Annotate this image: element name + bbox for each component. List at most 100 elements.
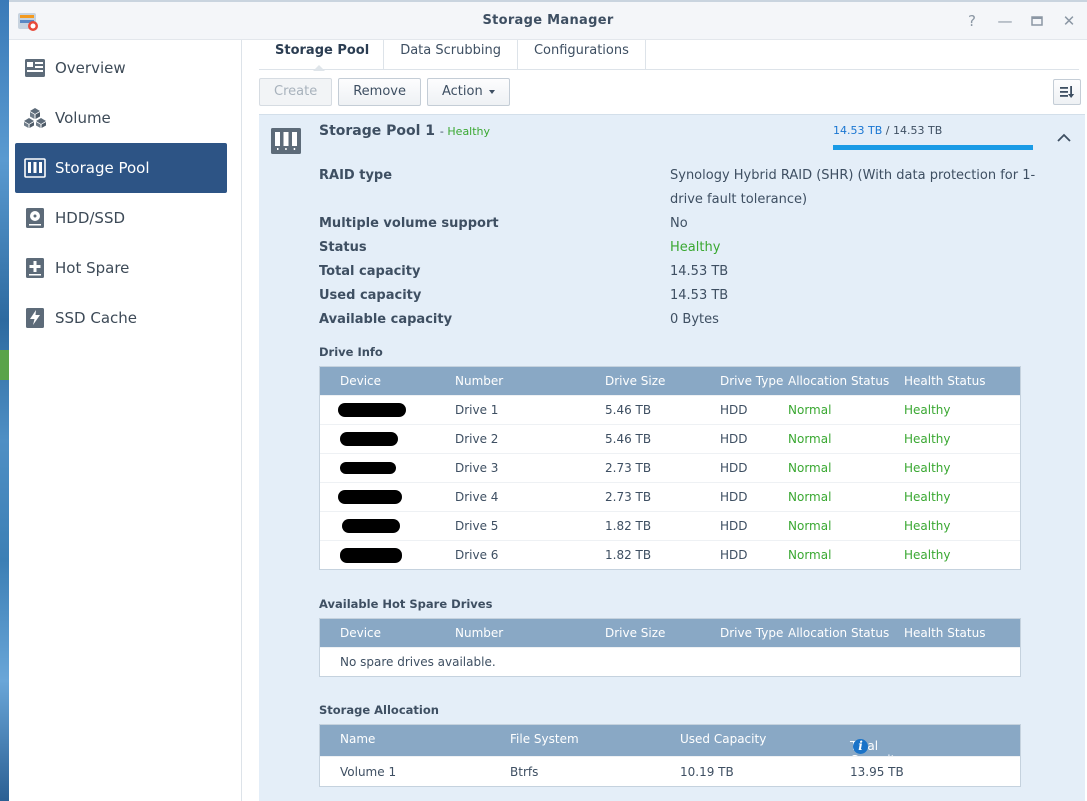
status-value: Healthy [670,240,721,255]
tab-data-scrubbing[interactable]: Data Scrubbing [384,40,518,70]
status-label: Status [319,240,367,255]
column-header[interactable]: Name [340,732,376,746]
drive-info-table: Device Number Drive Size Drive Type Allo… [319,366,1021,570]
help-icon[interactable]: ? [968,12,976,30]
table-row[interactable]: Drive 6 1.82 TB HDD Normal Healthy [320,540,1020,569]
allocation-status: Normal [788,403,832,417]
redacted-device [338,490,402,504]
drive-type: HDD [720,548,748,562]
column-header[interactable]: Used Capacity [680,732,767,746]
sidebar-item-hdd-ssd[interactable]: HDD/SSD [15,193,227,243]
sidebar: Overview Volume Storage Pool HDD/SSD Hot… [9,40,242,801]
sidebar-item-label: HDD/SSD [55,209,126,227]
allocation-status: Normal [788,490,832,504]
storage-manager-window: Storage Manager ? — ✕ Overview Volume St… [9,0,1087,801]
column-header[interactable]: Drive Type [720,374,784,388]
used-capacity-value: 14.53 TB [670,288,729,303]
drive-number: Drive 5 [455,519,499,533]
total-capacity-value: 14.53 TB [670,264,729,279]
table-header: Device Number Drive Size Drive Type Allo… [320,619,1020,647]
health-status: Healthy [904,432,951,446]
info-icon[interactable]: i [853,739,868,754]
table-row[interactable]: Drive 2 5.46 TB HDD Normal Healthy [320,424,1020,453]
raid-type-line1: Synology Hybrid RAID (SHR) (With data pr… [670,168,1036,183]
tab-bar: Storage Pool Data Scrubbing Configuratio… [259,40,646,71]
action-button[interactable]: Action [426,78,510,106]
table-row[interactable]: Drive 5 1.82 TB HDD Normal Healthy [320,511,1020,540]
table-row[interactable]: Drive 1 5.46 TB HDD Normal Healthy [320,395,1020,424]
close-icon[interactable]: ✕ [1062,12,1076,30]
pool-status-badge: Healthy [447,125,491,138]
used-capacity-label: Used capacity [319,288,422,303]
redacted-device [340,548,402,563]
column-header[interactable]: Drive Type [720,626,784,640]
column-header[interactable]: Number [455,374,504,388]
hot-spare-icon [24,257,46,279]
sidebar-item-label: SSD Cache [55,309,138,327]
tab-storage-pool[interactable]: Storage Pool [259,40,385,71]
column-header[interactable]: Drive Size [605,374,666,388]
sidebar-item-ssd-cache[interactable]: SSD Cache [15,293,227,343]
drive-number: Drive 2 [455,432,499,446]
redacted-device [340,462,396,474]
action-label: Action [441,84,483,99]
column-header[interactable]: Device [340,626,382,640]
tab-configurations[interactable]: Configurations [518,40,646,70]
redacted-device [340,432,398,446]
health-status: Healthy [904,403,951,417]
drive-size: 2.73 TB [605,461,652,475]
column-header[interactable]: File System [510,732,579,746]
allocation-status: Normal [788,519,832,533]
sidebar-item-volume[interactable]: Volume [15,93,227,143]
table-row[interactable]: Drive 4 2.73 TB HDD Normal Healthy [320,482,1020,511]
column-header[interactable]: Health Status [904,374,986,388]
table-row[interactable]: Drive 3 2.73 TB HDD Normal Healthy [320,453,1020,482]
drive-size: 5.46 TB [605,432,652,446]
used-capacity: 10.19 TB [680,765,734,779]
drive-number: Drive 6 [455,548,499,562]
drive-number: Drive 3 [455,461,499,475]
drive-info-title: Drive Info [319,345,383,359]
allocation-status: Normal [788,432,832,446]
drive-type: HDD [720,461,748,475]
volume-icon [24,107,46,129]
column-header[interactable]: Allocation Status [788,374,890,388]
column-header[interactable]: Number [455,626,504,640]
empty-message: No spare drives available. [340,655,496,669]
sort-icon [1060,86,1075,98]
drive-type: HDD [720,403,748,417]
multi-volume-label: Multiple volume support [319,216,499,231]
drive-size: 1.82 TB [605,519,652,533]
column-header[interactable]: Health Status [904,626,986,640]
storage-manager-app-icon [18,13,38,31]
table-header: Device Number Drive Size Drive Type Allo… [320,367,1020,395]
minimize-icon[interactable]: — [997,12,1013,30]
table-row[interactable]: Volume 1 Btrfs 10.19 TB 13.95 TB [320,756,1020,786]
drive-type: HDD [720,519,748,533]
remove-button[interactable]: Remove [338,78,421,106]
sidebar-item-storage-pool[interactable]: Storage Pool [15,143,227,193]
maximize-icon[interactable] [1026,10,1048,32]
column-header[interactable]: Allocation Status [788,626,890,640]
sidebar-item-label: Overview [55,59,126,77]
storage-allocation-title: Storage Allocation [319,703,439,717]
create-button[interactable]: Create [259,78,333,106]
capacity-separator: / [885,124,890,137]
column-header[interactable]: Device [340,374,382,388]
column-header[interactable]: Drive Size [605,626,666,640]
sidebar-item-hot-spare[interactable]: Hot Spare [15,243,227,293]
ssd-cache-icon [24,307,46,329]
redacted-device [338,403,406,417]
storage-pool-icon [271,128,301,154]
volume-name: Volume 1 [340,765,397,779]
redacted-device [342,519,400,533]
collapse-chevron-icon[interactable] [1057,133,1071,143]
hot-spare-title: Available Hot Spare Drives [319,597,493,611]
sidebar-item-overview[interactable]: Overview [15,43,227,93]
table-header: Name File System Used Capacity Total Cap… [320,725,1020,767]
sort-button[interactable] [1053,79,1081,105]
drive-number: Drive 1 [455,403,499,417]
health-status: Healthy [904,519,951,533]
caret-down-icon [488,89,495,94]
pool-name: Storage Pool 1 [319,123,436,139]
